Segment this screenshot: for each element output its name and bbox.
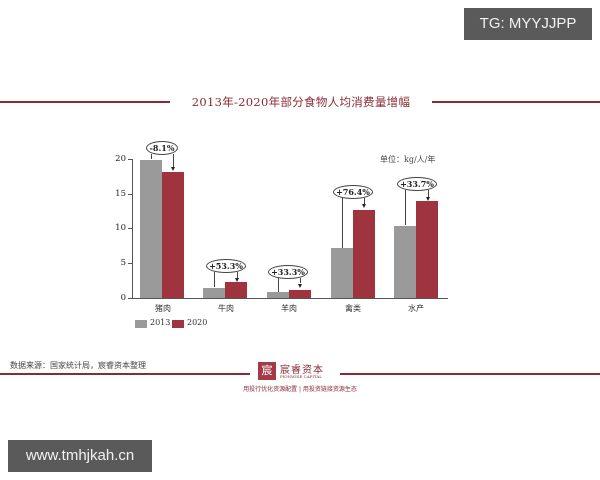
chart-title: 2013年-2020年部分食物人均消费量增幅 <box>191 95 411 109</box>
tickmark <box>128 159 132 160</box>
legend-swatch-2013 <box>135 320 147 328</box>
category-label: 水产 <box>408 304 424 313</box>
unit-label: 单位：kg/人/年 <box>380 155 436 164</box>
connector-line <box>237 272 238 279</box>
legend-label-2013: 2013 <box>150 318 171 327</box>
arrow-down-icon <box>298 284 302 288</box>
data-source: 数据来源：国家统计局，宸睿资本整理 <box>10 361 146 370</box>
footer-rule-right <box>340 373 600 375</box>
bar-2013-水产 <box>394 226 416 298</box>
tickmark <box>128 194 132 195</box>
footer-rule-left <box>0 373 250 375</box>
annotation-bubble: +33.7% <box>397 177 437 191</box>
bar-2020-水产 <box>416 201 438 298</box>
logo-name: 宸睿资本 <box>280 365 324 376</box>
annotation-bubble: +53.3% <box>206 259 246 273</box>
bar-2013-牛肉 <box>203 288 225 298</box>
tickmark <box>128 298 132 299</box>
y-tick-5: 5 <box>120 258 126 268</box>
bar-2020-牛肉 <box>225 282 247 298</box>
category-label: 牛肉 <box>218 304 234 313</box>
bar-2020-禽类 <box>353 210 375 298</box>
connector-line <box>405 190 406 225</box>
slogan: 用投行优化资源配置 | 用投资链接资源生态 <box>243 386 357 393</box>
connector-line <box>300 278 301 283</box>
logo-icon: 宸 <box>258 362 276 380</box>
connector-line <box>342 198 343 248</box>
legend-swatch-2020 <box>172 320 184 328</box>
bar-2013-禽类 <box>331 248 353 298</box>
arrow-down-icon <box>171 167 175 171</box>
x-axis <box>132 298 448 299</box>
y-tick-15: 15 <box>115 189 126 199</box>
y-tick-20: 20 <box>115 154 126 164</box>
legend-label-2020: 2020 <box>187 318 208 327</box>
annotation-bubble: +33.3% <box>268 265 308 279</box>
bar-2020-羊肉 <box>289 290 311 298</box>
connector-line <box>214 272 215 287</box>
bar-2020-猪肉 <box>162 172 184 298</box>
annotation-bubble: +76.4% <box>333 185 373 199</box>
title-rule-left <box>0 101 170 103</box>
category-label: 羊肉 <box>281 304 297 313</box>
annotation-bubble: -8.1% <box>146 141 178 155</box>
title-rule-right <box>432 101 600 103</box>
watermark-tg: TG: MYYJJPP <box>464 8 592 40</box>
category-label: 猪肉 <box>155 304 171 313</box>
logo-subtitle: PIONWISE CAPITAL <box>280 374 322 379</box>
arrow-down-icon <box>362 204 366 208</box>
y-axis <box>132 159 133 299</box>
category-label: 禽类 <box>345 304 361 313</box>
bar-2013-羊肉 <box>267 292 289 298</box>
y-tick-0: 0 <box>120 293 126 303</box>
tickmark <box>128 263 132 264</box>
connector-line <box>364 198 365 205</box>
y-tick-10: 10 <box>115 223 126 233</box>
bar-2013-猪肉 <box>140 160 162 298</box>
connector-line <box>151 154 152 159</box>
arrow-down-icon <box>426 197 430 201</box>
watermark-url: www.tmhjkah.cn <box>8 440 152 472</box>
connector-line <box>428 190 429 198</box>
connector-line <box>173 154 174 168</box>
connector-line <box>278 278 279 292</box>
tickmark <box>128 228 132 229</box>
arrow-down-icon <box>235 278 239 282</box>
